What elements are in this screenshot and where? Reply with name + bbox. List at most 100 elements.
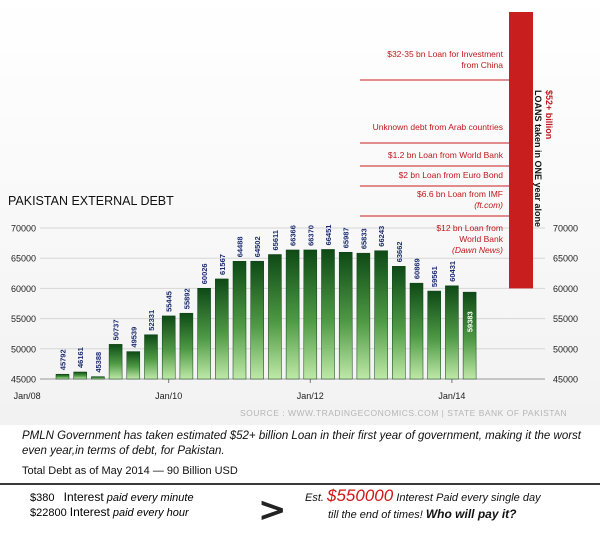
y-tick-label-right: 70000: [553, 224, 578, 234]
y-axis-left: 45000 50000 55000 60000 65000 70000: [11, 224, 36, 385]
caption-text: PMLN Government has taken estimated $52+…: [22, 430, 581, 457]
bar: [55, 373, 70, 380]
bar: [338, 251, 353, 380]
y-tick-label-right: 50000: [553, 344, 578, 354]
daily-interest: Est. $550000 Interest Paid every single …: [305, 486, 541, 506]
vertical-note: LOANS taken in ONE year alone: [533, 90, 543, 227]
bar-value-label: 59383: [466, 311, 475, 332]
y-tick-label-right: 60000: [553, 284, 578, 294]
bar: [108, 344, 123, 380]
chart-background: [0, 0, 600, 425]
bar: [73, 371, 87, 380]
till-text: till the end of times!: [328, 509, 423, 521]
question-text: Who will pay it?: [425, 507, 517, 521]
bar-value-label: 46161: [76, 347, 85, 368]
bar: [285, 249, 300, 380]
x-tick-label: Jan/08: [14, 391, 41, 401]
hour-amount: $22800: [30, 507, 67, 519]
bar: [232, 261, 247, 380]
bar-value-label: 65611: [271, 230, 280, 250]
bar: [303, 249, 318, 380]
minute-amount: $380: [30, 492, 55, 504]
annotation-line: (Dawn News): [452, 245, 503, 255]
minute-text: paid every minute: [106, 492, 194, 504]
bar-value-label: 60869: [413, 258, 422, 279]
annotation-line: from China: [461, 60, 503, 70]
est-prefix: Est.: [305, 492, 324, 504]
y-tick-label-left: 60000: [11, 284, 36, 294]
interest-per-hour: $22800 Interest paid every hour: [30, 505, 189, 519]
bar: [445, 285, 459, 380]
y-tick-label-left: 65000: [11, 254, 36, 264]
total-debt-label: Total Debt as of May 2014: [22, 465, 150, 477]
x-axis: Jan/08 Jan/10 Jan/12 Jan/14: [14, 379, 465, 401]
debt-chart: PAKISTAN EXTERNAL DEBT 45000 50000 55000 60…: [0, 0, 600, 425]
hour-label: Interest: [69, 505, 110, 519]
bar-series: 45792 46161 45388 50737 49539 52331 55445 55892…: [55, 225, 477, 380]
bar: [197, 287, 211, 380]
y-tick-label-left: 70000: [11, 224, 36, 234]
bar: [126, 351, 141, 380]
bar-value-label: 66451: [324, 225, 333, 246]
bar: [462, 291, 477, 380]
bar-value-label: 45792: [59, 349, 68, 370]
footer-banner: [0, 483, 600, 544]
bar-value-label: 52331: [147, 310, 156, 331]
bar: [321, 249, 335, 380]
bar: [392, 266, 406, 380]
bar-value-label: 50737: [112, 319, 121, 340]
bar-value-label: 65833: [359, 228, 368, 249]
total-debt: Total Debt as of May 2014 — 90 Billion U…: [22, 465, 238, 477]
total-debt-value: 90 Billion USD: [166, 465, 238, 477]
bar-value-label: 55445: [165, 291, 174, 312]
bar: [374, 250, 388, 380]
annotation-line: $2 bn Loan from Euro Bond: [399, 170, 504, 180]
bar-value-label: 66366: [289, 225, 298, 246]
bar: [91, 376, 105, 380]
annotation-line: $32-35 bn Loan for Investment: [387, 49, 503, 59]
total-debt-dash: —: [152, 465, 164, 477]
bar-value-label: 55892: [182, 288, 191, 309]
y-axis-right: 45000 50000 55000 60000 65000 70000: [553, 224, 578, 385]
bar: [144, 334, 158, 380]
bar-value-label: 60431: [448, 261, 457, 282]
closing-line: till the end of times! Who will pay it?: [328, 507, 517, 521]
bar: [161, 315, 176, 380]
minute-label: Interest: [63, 490, 104, 504]
highlight-column: [509, 12, 533, 289]
annotation-line: World Bank: [459, 234, 504, 244]
y-tick-label-right: 45000: [553, 375, 578, 385]
bar: [427, 290, 441, 380]
bar-value-label: 63662: [395, 241, 404, 262]
interest-per-minute: $380 Interest paid every minute: [30, 490, 194, 504]
arrow-icon: >: [258, 490, 287, 530]
bar: [268, 254, 282, 380]
bar: [409, 282, 424, 380]
bar: [215, 278, 229, 380]
bar-value-label: 45388: [94, 352, 103, 373]
bar: [356, 252, 371, 380]
x-tick-label: Jan/12: [297, 391, 324, 401]
source-note: SOURCE : WWW.TRADINGECONOMICS.COM | STAT…: [240, 408, 567, 418]
y-tick-label-right: 65000: [553, 254, 578, 264]
bar-value-label: 65987: [342, 227, 351, 248]
annotation-line: $1.2 bn Loan from World Bank: [388, 150, 504, 160]
bar-value-label: 60026: [200, 263, 209, 284]
bar-value-label: 64502: [253, 236, 262, 257]
annotation-line: $6.6 bn Loan from IMF: [417, 189, 503, 199]
annotation-line: $12 bn Loan from: [436, 223, 503, 233]
vertical-note: $52+ billion: [544, 90, 554, 139]
y-tick-label-left: 45000: [11, 375, 36, 385]
est-text: Interest Paid every single day: [396, 492, 541, 504]
bar: [250, 260, 264, 380]
bar: [179, 312, 194, 380]
chart-title: PAKISTAN EXTERNAL DEBT: [8, 194, 174, 208]
annotation-line: (ft.com): [474, 200, 503, 210]
hour-text: paid every hour: [112, 507, 189, 519]
bar-value-label: 64488: [236, 236, 245, 257]
x-tick-label: Jan/14: [438, 391, 465, 401]
y-tick-label-left: 55000: [11, 314, 36, 324]
x-tick-label: Jan/10: [155, 391, 182, 401]
